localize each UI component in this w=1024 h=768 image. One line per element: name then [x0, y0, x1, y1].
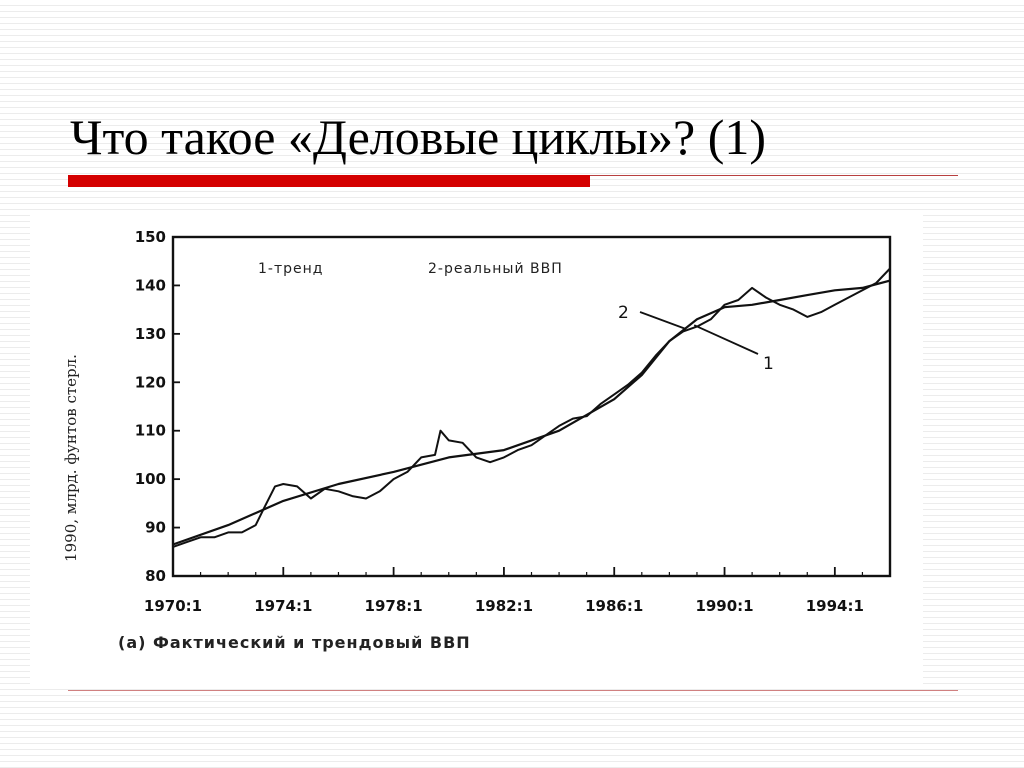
y-tick-label: 80 — [145, 567, 166, 585]
y-tick-label: 120 — [135, 373, 166, 391]
x-axis-ticks: 1970:1 1974:1 1978:1 1982:1 1986:1 1990:1 1994… — [144, 567, 891, 615]
chart-svg: 80 90 100 110 120 130 140 150 1970:1 1974:1 1978:… — [62, 228, 892, 652]
title-underline-red-bar — [68, 175, 590, 187]
slide-title: Что такое «Деловые циклы»? (1) — [70, 109, 766, 165]
x-tick-label: 1974:1 — [254, 597, 312, 615]
y-tick-label: 90 — [145, 519, 166, 537]
bottom-divider — [68, 690, 958, 691]
y-tick-label: 110 — [135, 422, 166, 440]
callout-trend-label: 1 — [763, 354, 774, 374]
y-axis-label: 1990, млрд. фунтов стерл. — [62, 354, 80, 562]
chart-panel: 80 90 100 110 120 130 140 150 1970:1 1974:1 1978:… — [30, 212, 923, 684]
title-underline-thin-line — [590, 175, 958, 176]
y-tick-label: 150 — [135, 228, 166, 246]
y-axis-ticks: 80 90 100 110 120 130 140 150 — [135, 228, 180, 585]
series-real-gdp-line — [172, 267, 891, 548]
x-tick-label: 1990:1 — [695, 597, 753, 615]
legend-real-gdp: 2-реальный ВВП — [428, 261, 563, 277]
legend-trend: 1-тренд — [258, 261, 323, 277]
x-tick-label: 1982:1 — [475, 597, 533, 615]
callout-real-label: 2 — [618, 303, 629, 323]
x-tick-label: 1986:1 — [585, 597, 643, 615]
series-trend-line — [172, 279, 891, 546]
chart-axes — [171, 235, 892, 578]
series-callouts: 2 1 — [618, 303, 774, 374]
plot-frame — [171, 235, 892, 578]
x-tick-label: 1994:1 — [806, 597, 864, 615]
callout-real-leader-line — [639, 311, 687, 330]
y-tick-label: 100 — [135, 470, 166, 488]
chart-series — [172, 267, 891, 548]
chart-caption: (а) Фактический и трендовый ВВП — [118, 633, 471, 652]
title-underline — [68, 175, 958, 188]
y-tick-label: 130 — [135, 325, 166, 343]
x-tick-label: 1970:1 — [144, 597, 202, 615]
y-tick-label: 140 — [135, 276, 166, 294]
callout-trend-leader-line — [693, 324, 759, 355]
x-tick-label: 1978:1 — [365, 597, 423, 615]
